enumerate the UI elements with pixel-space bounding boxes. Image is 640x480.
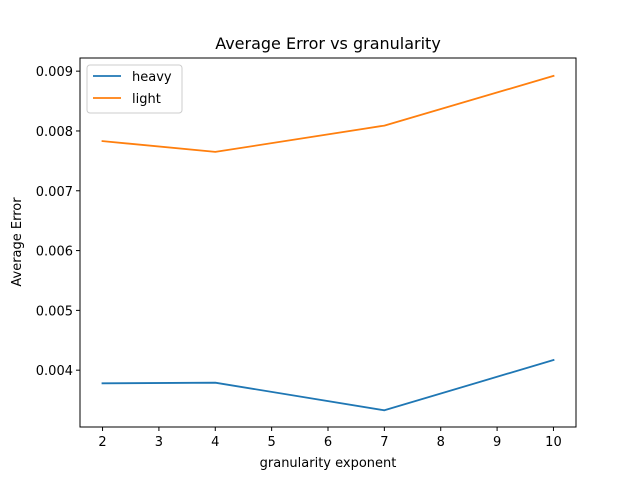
chart-title: Average Error vs granularity [215, 34, 441, 53]
x-tick-label: 3 [155, 435, 163, 450]
x-tick-label: 2 [98, 435, 106, 450]
x-tick-label: 5 [267, 435, 275, 450]
axis-ticks: 2 3 4 5 6 7 8 9 10 0.004 0.005 0.006 0.007 0.008 0.009 [36, 65, 562, 450]
x-axis-title: granularity exponent [260, 456, 397, 471]
x-tick-label: 10 [545, 435, 562, 450]
plot-area-frame [79, 57, 577, 428]
series-lines [101, 74, 555, 412]
y-tick-label: 0.009 [36, 65, 73, 80]
series-line-light [101, 74, 555, 153]
legend-box [86, 64, 183, 114]
x-tick-label: 7 [380, 435, 388, 450]
y-tick-label: 0.006 [36, 245, 73, 260]
y-tick-label: 0.007 [36, 185, 73, 200]
y-tick-label: 0.008 [36, 125, 73, 140]
legend-label-light: light [132, 92, 161, 107]
series-line-heavy [101, 358, 555, 412]
legend-label-heavy: heavy [132, 70, 172, 85]
y-tick-label: 0.004 [36, 364, 73, 379]
x-tick-label: 9 [493, 435, 501, 450]
x-tick-label: 8 [437, 435, 445, 450]
x-tick-label: 6 [324, 435, 332, 450]
legend: heavy light [86, 64, 183, 114]
y-tick-label: 0.005 [36, 304, 73, 319]
y-axis-title: Average Error [10, 197, 25, 287]
x-tick-label: 4 [211, 435, 219, 450]
